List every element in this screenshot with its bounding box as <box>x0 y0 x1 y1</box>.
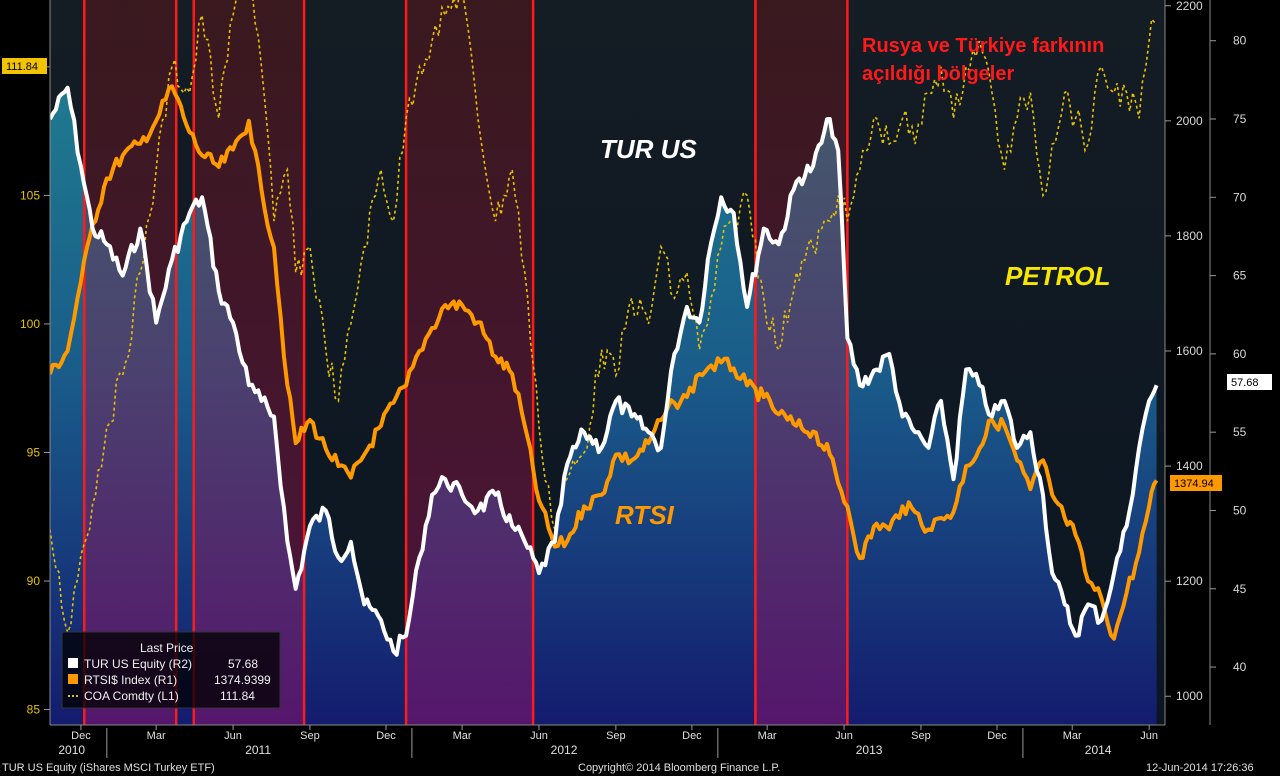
x-tick-label: Jun <box>835 730 853 742</box>
right2-tick-label: 70 <box>1233 190 1247 204</box>
annotation-title-line-1: Rusya ve Türkiye farkının <box>862 35 1104 57</box>
legend-value-tur: 57.68 <box>228 657 258 671</box>
highlight-region-1 <box>84 0 177 725</box>
right2-tick-label: 45 <box>1233 582 1247 596</box>
right1-tick-label: 1200 <box>1176 574 1203 588</box>
footer-left: TUR US Equity (iShares MSCI Turkey ETF) <box>2 762 215 774</box>
right1-tick-label: 1600 <box>1176 344 1203 358</box>
legend-label-rtsi: RTSI$ Index (R1) <box>84 673 177 687</box>
x-tick-label: Mar <box>453 730 472 742</box>
last-price-tag-right-2: 57.68 <box>1227 374 1272 390</box>
last-price-tag-right-1: 1374.94 <box>1170 475 1222 491</box>
left-tick-label: 85 <box>27 703 41 717</box>
left-tick-label: 100 <box>20 317 40 331</box>
last-price-tag-left-text: 111.84 <box>6 61 38 73</box>
x-tick-label: Dec <box>682 730 702 742</box>
legend-swatch-rtsi <box>68 674 78 684</box>
footer-right: 12-Jun-2014 17:26:36 <box>1146 762 1254 774</box>
x-tick-label: Dec <box>987 730 1007 742</box>
x-tick-label: Dec <box>376 730 396 742</box>
last-price-tag-right-1-text: 1374.94 <box>1174 478 1214 490</box>
legend-label-coa: COA Comdty (L1) <box>84 689 179 703</box>
left-tick-label: 90 <box>27 574 41 588</box>
highlight-region-4 <box>755 0 848 725</box>
x-axis-ticks: Dec Mar Jun Sep Dec Mar Jun Sep Dec Mar Jun Sep Dec M… <box>58 725 1158 758</box>
right1-tick-label: 1800 <box>1176 229 1203 243</box>
right2-tick-label: 50 <box>1233 503 1247 517</box>
right2-tick-label: 40 <box>1233 660 1247 674</box>
plot-area <box>50 0 1159 725</box>
highlight-region-3 <box>406 0 534 725</box>
x-tick-label: Mar <box>147 730 166 742</box>
x-tick-label: Mar <box>758 730 777 742</box>
x-tick-label: Dec <box>71 730 91 742</box>
x-year-label: 2013 <box>856 743 883 757</box>
highlight-region-2 <box>193 0 305 725</box>
right-axis-2-ticks: 40 45 50 55 60 65 70 75 80 <box>1210 34 1247 674</box>
label-petrol: PETROL <box>1005 261 1110 291</box>
legend-title: Last Price <box>140 641 194 655</box>
right2-tick-label: 55 <box>1233 425 1247 439</box>
left-tick-label: 105 <box>20 188 40 202</box>
right1-tick-label: 2200 <box>1176 0 1203 13</box>
x-year-label: 2010 <box>58 743 85 757</box>
legend-value-rtsi: 1374.9399 <box>214 673 271 687</box>
tur-us-area-fill <box>50 87 1157 725</box>
x-tick-label: Jun <box>1140 730 1158 742</box>
x-year-label: 2014 <box>1085 743 1112 757</box>
x-tick-label: Sep <box>300 730 320 742</box>
x-tick-label: Mar <box>1063 730 1082 742</box>
right1-tick-label: 2000 <box>1176 114 1203 128</box>
coa-comdty-line <box>50 0 1158 635</box>
legend: Last Price TUR US Equity (R2) 57.68 RTSI… <box>61 631 281 709</box>
right1-tick-label: 1400 <box>1176 459 1203 473</box>
annotation-title-line-2: açıldığı bölgeler <box>862 63 1014 85</box>
right2-tick-label: 65 <box>1233 269 1247 283</box>
legend-swatch-tur <box>68 658 78 668</box>
right-axis-1-ticks: 1000 1200 1400 1600 1800 2000 2200 <box>1165 0 1203 703</box>
rtsi-index-line <box>50 84 1159 641</box>
x-tick-label: Sep <box>606 730 626 742</box>
x-tick-label: Sep <box>911 730 931 742</box>
last-price-tag-right-2-text: 57.68 <box>1231 377 1259 389</box>
right2-tick-label: 75 <box>1233 112 1247 126</box>
x-tick-label: Jun <box>224 730 242 742</box>
legend-label-tur: TUR US Equity (R2) <box>84 657 192 671</box>
left-tick-label: 95 <box>27 445 41 459</box>
x-year-label: 2012 <box>551 743 578 757</box>
label-tur-us: TUR US <box>600 134 697 164</box>
right1-tick-label: 1000 <box>1176 689 1203 703</box>
legend-value-coa: 111.84 <box>220 689 255 703</box>
tur-us-equity-line <box>50 85 1159 657</box>
x-tick-label: Jun <box>530 730 548 742</box>
footer-center: Copyright© 2014 Bloomberg Finance L.P. <box>578 762 780 774</box>
label-rtsi: RTSI <box>615 500 675 530</box>
right2-tick-label: 80 <box>1233 34 1247 48</box>
last-price-tag-left: 111.84 <box>2 58 47 74</box>
x-year-label: 2011 <box>245 743 271 757</box>
right2-tick-label: 60 <box>1233 347 1247 361</box>
